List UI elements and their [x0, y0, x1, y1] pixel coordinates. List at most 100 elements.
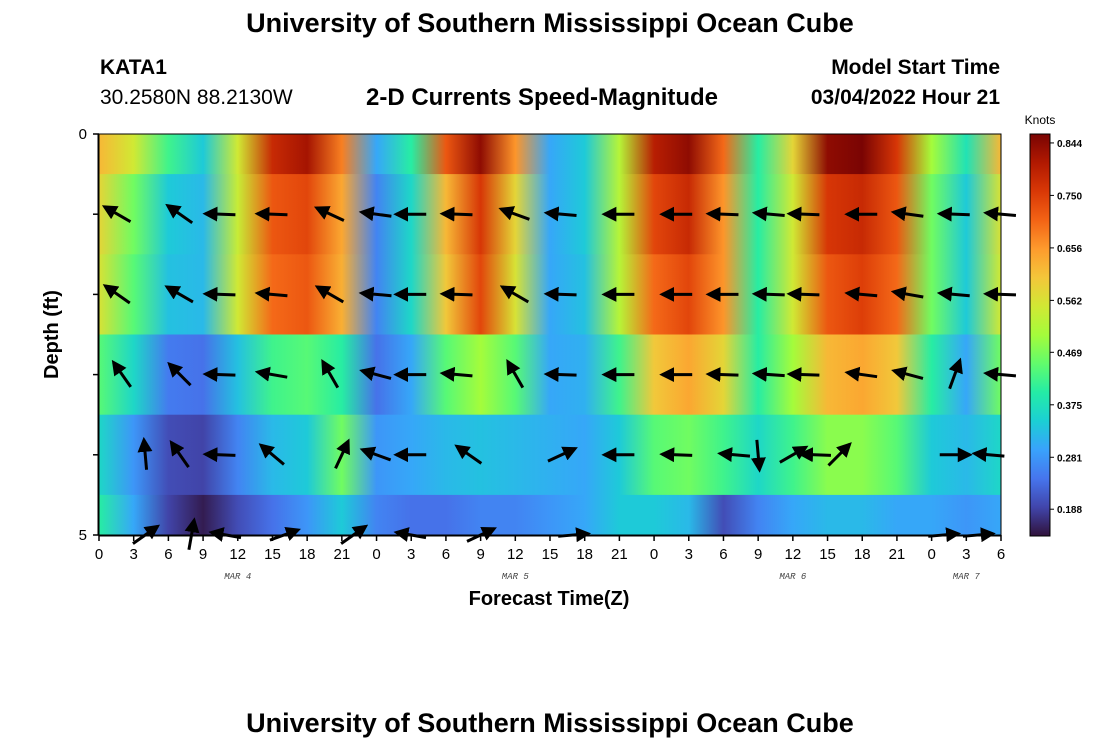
x-tick-label: 15: [542, 546, 559, 563]
x-tick-label: 6: [997, 546, 1005, 563]
current-vector: [890, 206, 924, 222]
colorbar-scale: [1029, 133, 1051, 537]
current-vector: [254, 286, 288, 302]
x-tick-label: 12: [507, 546, 524, 563]
current-vector: [751, 366, 785, 382]
current-vector: [202, 447, 236, 463]
current-vector: [717, 447, 751, 463]
current-vector: [334, 438, 350, 470]
current-vector: [751, 206, 785, 222]
colorbar-tick-label: 0.844: [1057, 139, 1082, 150]
x-tick-label: 9: [476, 546, 484, 563]
current-vector: [101, 205, 132, 223]
current-vector: [254, 366, 288, 382]
x-tick-label: 12: [229, 546, 246, 563]
speed-band-depth-0: [99, 134, 1001, 175]
x-tick-label: 18: [576, 546, 593, 563]
current-vector: [111, 359, 132, 388]
footer-title: University of Southern Mississippi Ocean…: [246, 708, 854, 738]
colorbar-tick-label: 0.656: [1057, 244, 1082, 255]
model-start-time: 03/04/2022 Hour 21: [810, 86, 1000, 109]
current-vector: [321, 359, 340, 389]
current-vector: [797, 447, 832, 463]
current-vector: [948, 357, 963, 390]
colorbar-tick-label: 0.562: [1057, 296, 1082, 307]
x-tick-label: 0: [95, 546, 103, 563]
current-vector: [659, 447, 693, 463]
current-vector: [844, 366, 878, 382]
current-vector: [543, 206, 577, 222]
x-axis-title: Forecast Time(Z): [469, 588, 630, 610]
plot-axes: 0 3 6 9 12 15 18 21 0 3 6 9 12 15 18 21 0 3 6 9 12 15 18 21 0 3 6 M…: [41, 126, 1005, 610]
current-vector: [258, 443, 285, 466]
current-vector: [202, 286, 236, 302]
x-tick-label: 3: [130, 546, 138, 563]
x-tick-label: 21: [611, 546, 628, 563]
x-tick-label: 3: [685, 546, 693, 563]
x-tick-label: 6: [719, 546, 727, 563]
date-label: MAR 6: [779, 572, 807, 582]
current-vector: [358, 286, 392, 302]
current-vector: [202, 206, 236, 222]
current-vector: [454, 444, 483, 465]
current-vector: [359, 366, 392, 382]
date-label: MAR 5: [502, 572, 530, 582]
x-tick-label: 15: [264, 546, 281, 563]
x-tick-label: 3: [407, 546, 415, 563]
colorbar-tick-label: 0.469: [1057, 348, 1082, 359]
x-tick-label: 0: [650, 546, 658, 563]
current-vector: [359, 446, 392, 462]
x-tick-label: 21: [334, 546, 351, 563]
y-axis-title: Depth (ft): [41, 290, 63, 379]
current-vector: [705, 206, 739, 222]
current-vector: [543, 286, 577, 302]
current-vector: [936, 206, 970, 222]
current-vector: [439, 366, 473, 382]
current-vector: [827, 442, 852, 467]
station-coordinates: 30.2580N 88.2130W: [100, 86, 293, 109]
date-label: MAR 4: [224, 572, 251, 582]
page-title: University of Southern Mississippi Ocean…: [246, 8, 854, 38]
current-vector: [890, 286, 924, 302]
x-tick-label: 21: [889, 546, 906, 563]
current-vector: [137, 436, 153, 470]
current-vector: [786, 366, 820, 382]
current-vector: [314, 285, 345, 304]
x-tick-label: 0: [372, 546, 380, 563]
current-vector: [169, 440, 190, 468]
y-tick-label: 0: [79, 126, 87, 143]
current-vector: [102, 284, 131, 305]
current-vector: [167, 361, 192, 387]
current-vector: [705, 366, 739, 382]
current-vector: [165, 203, 194, 225]
current-vector: [164, 285, 194, 304]
x-tick-label: 9: [754, 546, 762, 563]
current-vector: [439, 286, 473, 302]
current-vector: [439, 206, 473, 222]
current-vector: [543, 366, 577, 382]
speed-heatmap: [99, 134, 1001, 536]
current-vector: [750, 439, 766, 473]
colorbar-tick-label: 0.188: [1057, 505, 1082, 516]
current-vector: [313, 206, 345, 222]
current-vector: [358, 206, 392, 222]
current-vector: [498, 206, 530, 221]
date-label: MAR 7: [953, 572, 981, 582]
x-tick-label: 18: [854, 546, 871, 563]
colorbar-title: Knots: [1025, 113, 1056, 127]
current-vector: [786, 286, 820, 302]
current-vector: [202, 366, 236, 382]
current-vector: [499, 285, 530, 304]
colorbar-tick-label: 0.281: [1057, 453, 1082, 464]
current-vector: [844, 286, 878, 302]
current-vector: [506, 359, 525, 389]
current-vector: [254, 206, 288, 222]
chart-subtitle: 2-D Currents Speed-Magnitude: [366, 84, 719, 111]
x-tick-label: 6: [164, 546, 172, 563]
colorbar: Knots 0.844 0.750 0.656 0.562 0.469 0.375 0.281…: [1025, 113, 1082, 537]
x-tick-label: 3: [962, 546, 970, 563]
x-tick-label: 0: [927, 546, 935, 563]
current-vector: [971, 447, 1005, 463]
colorbar-tick-label: 0.750: [1057, 191, 1082, 202]
